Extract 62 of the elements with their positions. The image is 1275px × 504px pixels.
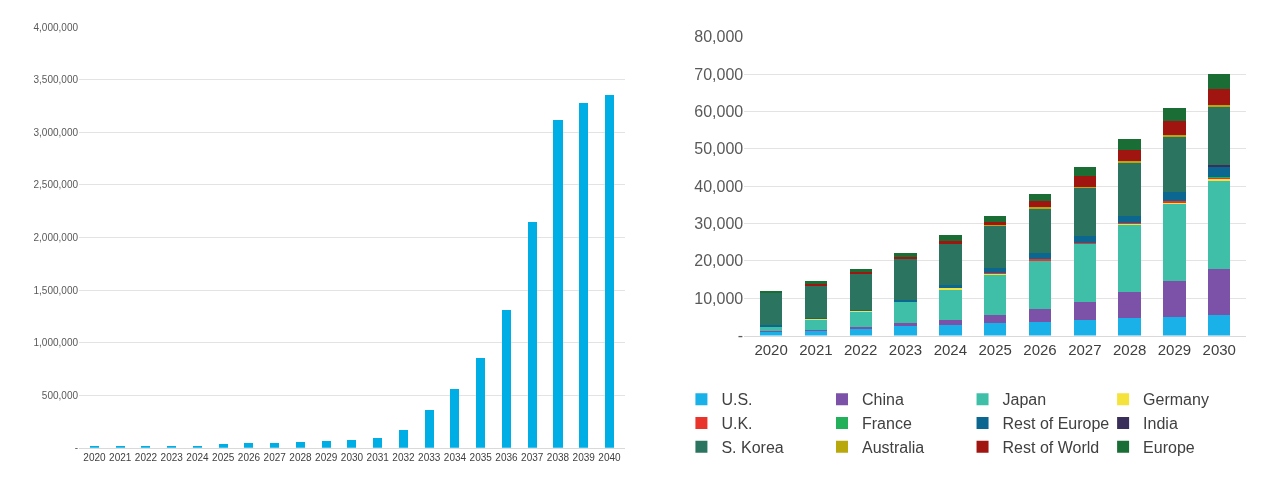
y-tick-label: 80,000: [694, 28, 744, 46]
y-tick-label: 1,500,000: [33, 284, 79, 296]
x-tick-label: 2020: [83, 451, 107, 463]
x-tick-label: 2027: [263, 451, 287, 463]
legend-label: U.S.: [721, 391, 753, 409]
x-tick-label: 2030: [1202, 340, 1236, 358]
y-tick-label: 70,000: [694, 65, 744, 83]
y-tick-label: 60,000: [694, 103, 744, 120]
legend-label: India: [1143, 415, 1178, 433]
x-tick-label: 2025: [212, 451, 235, 463]
x-tick-label: 2040: [598, 451, 622, 463]
legend-label: Rest of World: [1002, 439, 1100, 456]
legend-label: Germany: [1143, 391, 1209, 409]
y-tick-label: 10,000: [694, 289, 744, 307]
legend-label: Rest of Europe: [1002, 415, 1110, 433]
x-tick-label: 2026: [1023, 340, 1057, 358]
x-tick-label: 2033: [418, 451, 441, 463]
x-tick-label: 2028: [1112, 340, 1147, 358]
x-tick-label: 2034: [443, 451, 467, 463]
x-tick-label: 2032: [392, 451, 416, 463]
legend-label: U.K.: [721, 415, 753, 433]
x-tick-label: 2029: [1157, 340, 1192, 358]
x-tick-label: 2039: [572, 451, 596, 463]
legend-label: Australia: [861, 439, 925, 456]
x-tick-label: 2031: [366, 451, 390, 463]
x-tick-label: 2021: [799, 340, 833, 358]
y-tick-label: 2,500,000: [33, 179, 79, 191]
y-tick-label: 20,000: [694, 252, 744, 270]
legend-label: S. Korea: [721, 439, 784, 456]
x-tick-label: 2030: [340, 451, 364, 463]
legend-label: Japan: [1002, 391, 1047, 409]
y-tick-label: 3,500,000: [33, 74, 79, 86]
x-tick-label: 2027: [1068, 340, 1102, 358]
legend-label: China: [861, 391, 904, 409]
y-tick-label: 4,000,000: [33, 21, 79, 33]
x-tick-label: 2037: [521, 451, 544, 463]
legend-label: Europe: [1143, 439, 1195, 456]
x-tick-label: 2029: [315, 451, 338, 463]
x-tick-label: 2025: [978, 340, 1012, 358]
x-tick-label: 2036: [495, 451, 519, 463]
y-tick-label: 3,000,000: [33, 126, 79, 138]
x-tick-label: 2020: [754, 340, 788, 358]
x-tick-label: 2024: [186, 451, 210, 463]
x-tick-label: 2028: [289, 451, 313, 463]
x-tick-label: 2022: [134, 451, 158, 463]
y-tick-label: -: [737, 327, 744, 345]
x-tick-label: 2038: [546, 451, 570, 463]
y-tick-label: 500,000: [41, 389, 79, 401]
y-tick-label: 2,000,000: [33, 231, 79, 243]
x-tick-label: 2022: [844, 340, 878, 358]
y-tick-label: 40,000: [694, 177, 744, 195]
y-tick-label: 50,000: [694, 140, 744, 158]
x-tick-label: 2023: [888, 340, 923, 358]
x-tick-label: 2023: [160, 451, 184, 463]
y-tick-label: 1,000,000: [33, 337, 79, 349]
x-tick-label: 2035: [469, 451, 493, 463]
y-tick-label: 30,000: [694, 215, 744, 233]
x-tick-label: 2026: [237, 451, 261, 463]
x-tick-label: 2021: [109, 451, 132, 463]
legend-label: France: [861, 415, 912, 433]
y-tick-label: -: [74, 442, 79, 454]
x-tick-label: 2024: [933, 340, 968, 358]
